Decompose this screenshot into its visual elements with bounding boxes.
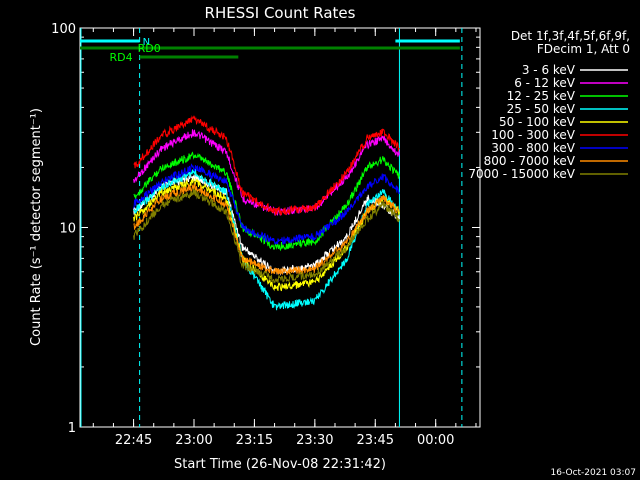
series-line <box>133 115 400 216</box>
x-tick-label: 23:30 <box>296 433 333 448</box>
legend-label: 800 - 7000 keV <box>484 154 576 168</box>
legend-header-2: FDecim 1, Att 0 <box>537 42 630 56</box>
y-tick-label: 100 <box>51 22 76 37</box>
chart-title: RHESSI Count Rates <box>205 4 356 22</box>
series-line <box>133 163 400 246</box>
series-line <box>133 177 400 292</box>
bar-label-rd0: RD0 <box>138 42 161 55</box>
series-line <box>133 151 400 252</box>
x-tick-label: 23:45 <box>357 433 394 448</box>
y-tick-label: 10 <box>59 222 76 237</box>
series-line <box>133 172 400 276</box>
legend-label: 3 - 6 keV <box>522 63 576 77</box>
legend-header-1: Det 1f,3f,4f,5f,6f,9f, <box>511 29 630 43</box>
legend-label: 50 - 100 keV <box>499 115 576 129</box>
footer-date: 16-Oct-2021 03:07 <box>551 468 636 478</box>
series-line <box>133 169 400 311</box>
series-line <box>133 188 400 284</box>
x-tick-label: 00:00 <box>417 433 454 448</box>
legend-label: 100 - 300 keV <box>491 128 575 142</box>
y-tick-label: 1 <box>68 421 76 436</box>
legend-label: 6 - 12 keV <box>514 76 576 90</box>
bar-label-n: N <box>143 37 150 48</box>
series-line <box>133 129 400 217</box>
legend-label: 25 - 50 keV <box>507 102 576 116</box>
bar-label-rd4: RD4 <box>109 51 132 64</box>
legend-label: 12 - 25 keV <box>507 89 576 103</box>
x-tick-label: 23:00 <box>175 433 212 448</box>
y-axis-label: Count Rate (s⁻¹ detector segment⁻¹) <box>29 108 44 346</box>
legend-label: 300 - 800 keV <box>491 141 575 155</box>
x-tick-label: 22:45 <box>115 433 152 448</box>
x-axis-label: Start Time (26-Nov-08 22:31:42) <box>174 457 386 472</box>
x-tick-label: 23:15 <box>236 433 273 448</box>
legend-label: 7000 - 15000 keV <box>468 167 575 181</box>
